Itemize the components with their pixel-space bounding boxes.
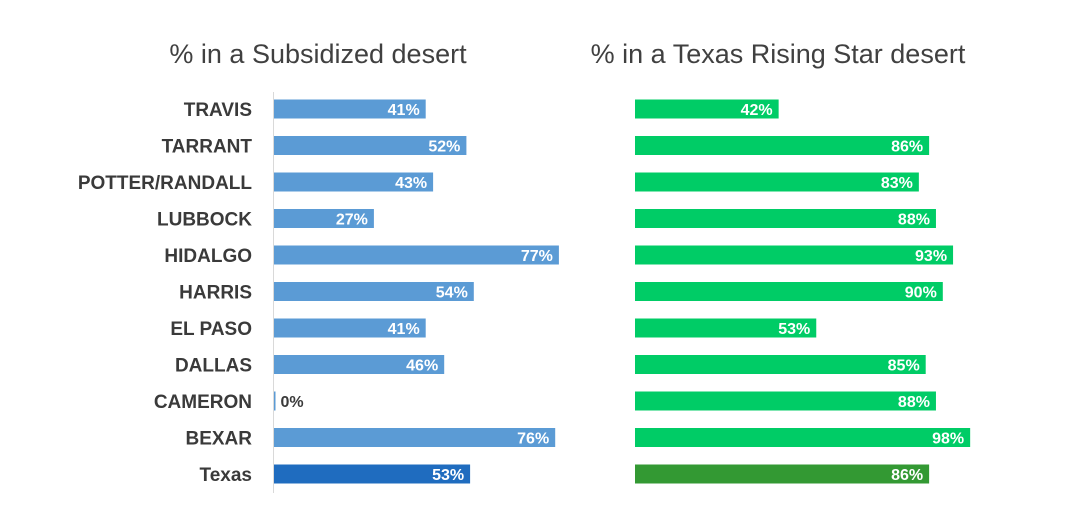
subsidized-value-label-el-paso: 41%: [388, 321, 420, 338]
subsidized-bar-dallas: [274, 355, 445, 374]
trs-bar-hidalgo: [635, 245, 954, 265]
subsidized-value-label-potter-randall: 43%: [395, 175, 427, 192]
subsidized-value-label-texas: 53%: [432, 467, 464, 484]
category-label-hidalgo: HIDALGO: [164, 246, 252, 267]
subsidized-bar-el-paso: [274, 318, 426, 338]
category-label-lubbock: LUBBOCK: [157, 210, 252, 231]
subsidized-bar-harris: [274, 282, 474, 301]
trs-bar-texas: [635, 464, 930, 484]
subsidized-value-label-hidalgo: 77%: [521, 248, 553, 265]
subsidized-bar-texas: [274, 464, 471, 484]
trs-bar-dallas: [635, 355, 926, 374]
category-label-bexar: BEXAR: [185, 429, 252, 450]
subsidized-value-label-tarrant: 52%: [428, 139, 460, 156]
category-label-travis: TRAVIS: [184, 100, 252, 121]
trs-bar-bexar: [635, 428, 971, 447]
subsidized-bar-bexar: [274, 428, 556, 447]
subsidized-bar-cameron: [274, 391, 276, 411]
category-label-el-paso: EL PASO: [170, 319, 252, 340]
subsidized-chart-title: % in a Subsidized desert: [169, 39, 467, 69]
trs-value-label-texas: 86%: [891, 467, 923, 484]
trs-bar-potter-randall: [635, 172, 919, 192]
trs-bar-harris: [635, 282, 943, 301]
trs-value-label-dallas: 85%: [888, 358, 920, 375]
trs-value-label-el-paso: 53%: [778, 321, 810, 338]
category-label-cameron: CAMERON: [154, 392, 252, 413]
trs-value-label-travis: 42%: [741, 102, 773, 119]
category-label-potter-randall: POTTER/RANDALL: [78, 173, 253, 194]
category-labels: TRAVIS TARRANT POTTER/RANDALL LUBBOCK HIDALG…: [78, 100, 253, 486]
subsidized-bar-tarrant: [274, 136, 467, 155]
subsidized-value-label-lubbock: 27%: [336, 212, 368, 229]
subsidized-bars: 41% 52% 43% 27% 77% 54% 41% 46% 0% 76% 53%: [274, 99, 559, 484]
trs-bars: 42% 86% 83% 88% 93% 90% 53% 85% 88% 98% 86%: [635, 99, 971, 484]
trs-value-label-tarrant: 86%: [891, 139, 923, 156]
subsidized-value-label-bexar: 76%: [517, 431, 549, 448]
category-label-dallas: DALLAS: [175, 356, 252, 377]
subsidized-value-label-dallas: 46%: [406, 358, 438, 375]
category-label-tarrant: TARRANT: [162, 137, 253, 158]
subsidized-bar-potter-randall: [274, 172, 434, 192]
trs-value-label-hidalgo: 93%: [915, 248, 947, 265]
subsidized-value-label-harris: 54%: [436, 285, 468, 302]
trs-value-label-lubbock: 88%: [898, 212, 930, 229]
category-label-texas: Texas: [200, 465, 252, 486]
trs-chart-title: % in a Texas Rising Star desert: [591, 39, 966, 69]
trs-bar-travis: [635, 99, 779, 119]
trs-bar-tarrant: [635, 136, 930, 155]
category-label-harris: HARRIS: [179, 283, 252, 304]
subsidized-bar-hidalgo: [274, 245, 559, 265]
trs-bar-lubbock: [635, 209, 936, 228]
trs-value-label-potter-randall: 83%: [881, 175, 913, 192]
trs-value-label-cameron: 88%: [898, 394, 930, 411]
subsidized-bar-travis: [274, 99, 426, 119]
subsidized-value-label-travis: 41%: [388, 102, 420, 119]
trs-bar-el-paso: [635, 318, 817, 338]
trs-value-label-harris: 90%: [905, 285, 937, 302]
subsidized-value-label-cameron: 0%: [281, 394, 304, 411]
trs-value-label-bexar: 98%: [932, 431, 964, 448]
trs-bar-cameron: [635, 391, 936, 411]
subsidized-bar-lubbock: [274, 209, 374, 228]
